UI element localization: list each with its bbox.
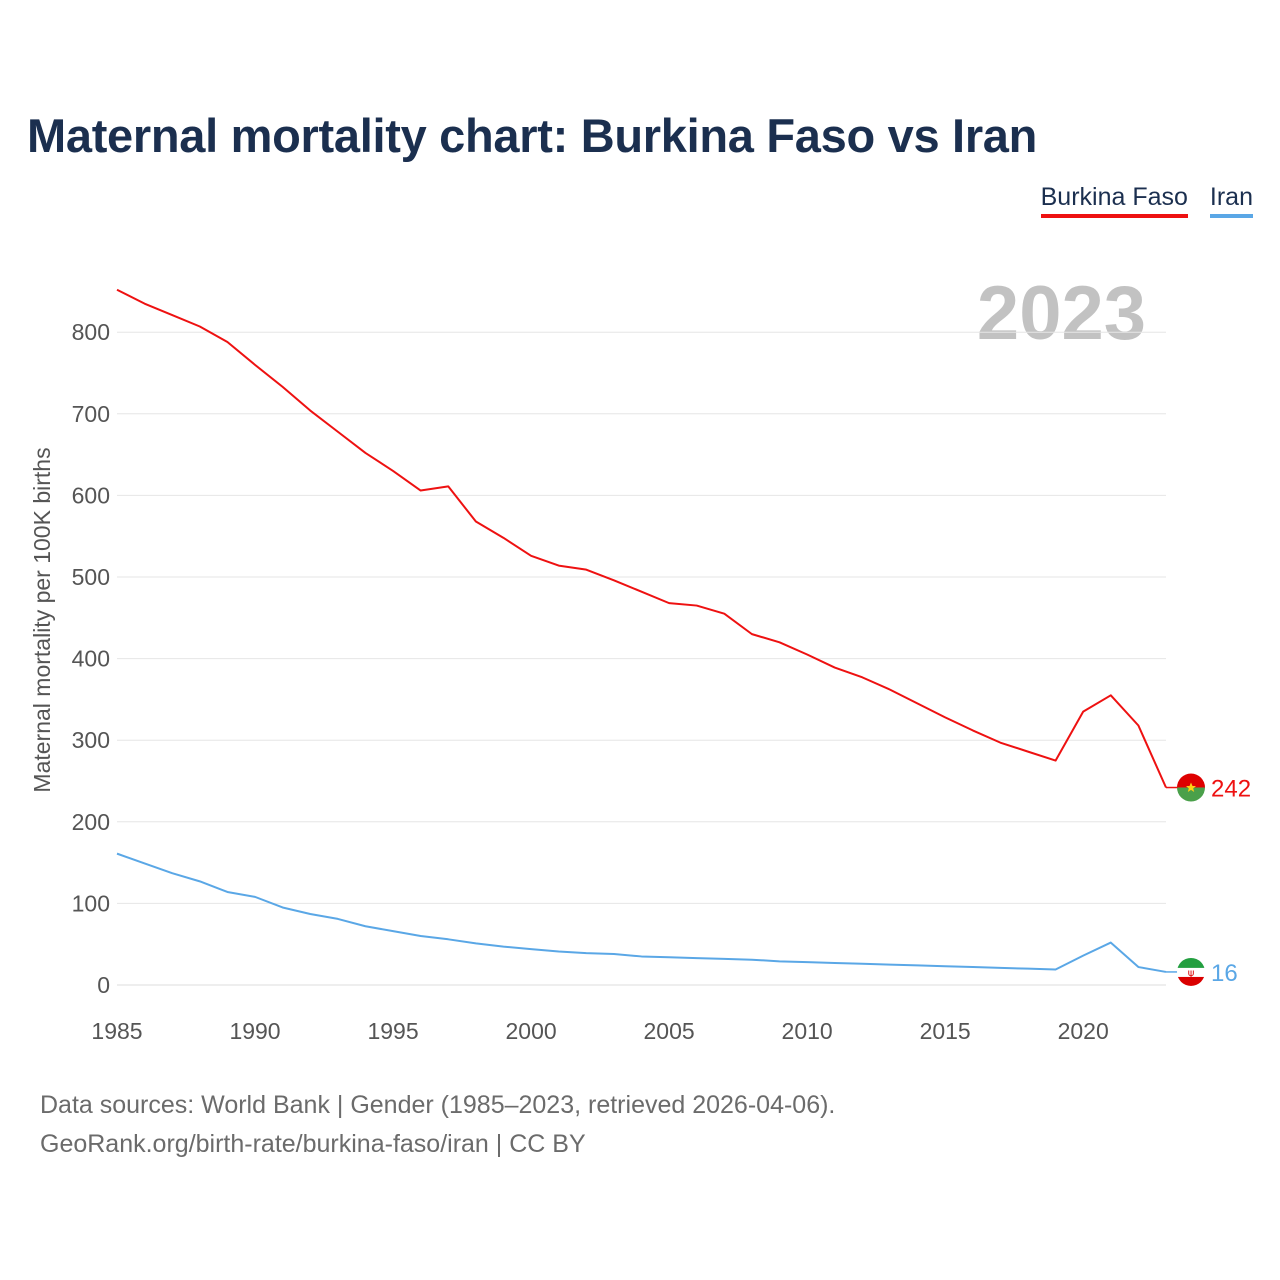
year-watermark: 2023 — [976, 271, 1146, 356]
burkina-faso-end-marker: 242 — [1177, 773, 1251, 803]
burkina-faso-line — [116, 288, 1167, 788]
y-axis-ticks: 0 100 200 300 400 500 600 700 800 — [72, 319, 110, 998]
legend-item-iran[interactable]: Iran — [1209, 183, 1253, 218]
svg-text:ψ: ψ — [1188, 968, 1195, 979]
data-source-text: Data sources: World Bank | Gender (1985–… — [40, 1091, 836, 1119]
line-chart: 0 100 200 300 400 500 600 700 800 1985 1990 1995 20… — [29, 288, 1251, 1044]
x-tick-label: 2005 — [644, 1018, 695, 1044]
legend: Burkina Faso Iran — [1040, 183, 1253, 218]
y-tick-label: 300 — [72, 727, 110, 753]
series-lines — [116, 288, 1178, 973]
source-url-text[interactable]: GeoRank.org/birth-rate/burkina-faso/iran… — [40, 1130, 586, 1158]
x-tick-label: 1990 — [229, 1018, 280, 1044]
iran-flag-icon: ψ — [1177, 957, 1205, 986]
x-tick-label: 2000 — [505, 1018, 556, 1044]
grid-lines — [117, 331, 1166, 986]
x-tick-label: 2010 — [782, 1018, 833, 1044]
iran-line — [116, 852, 1167, 973]
y-tick-label: 500 — [72, 564, 110, 590]
footer: Data sources: World Bank | Gender (1985–… — [40, 1086, 835, 1164]
y-tick-label: 800 — [72, 319, 110, 345]
y-tick-label: 100 — [72, 890, 110, 916]
x-tick-label: 1995 — [367, 1018, 418, 1044]
y-tick-label: 200 — [72, 809, 110, 835]
x-tick-label: 1985 — [91, 1018, 142, 1044]
y-tick-label: 700 — [72, 401, 110, 427]
x-axis-ticks: 1985 1990 1995 2000 2005 2010 2015 2020 — [91, 1018, 1108, 1044]
iran-end-value: 16 — [1211, 960, 1238, 987]
y-tick-label: 600 — [72, 482, 110, 508]
legend-item-burkina-faso[interactable]: Burkina Faso — [1040, 183, 1188, 218]
x-tick-label: 2015 — [920, 1018, 971, 1044]
y-tick-label: 400 — [72, 646, 110, 672]
burkina-faso-end-value: 242 — [1211, 776, 1251, 803]
iran-end-marker: ψ 16 — [1177, 957, 1238, 987]
burkina-faso-flag-icon — [1177, 773, 1205, 802]
y-axis-label: Maternal mortality per 100K births — [29, 447, 55, 792]
chart-title: Maternal mortality chart: Burkina Faso v… — [27, 109, 1038, 162]
y-tick-label: 0 — [97, 972, 110, 998]
x-tick-label: 2020 — [1058, 1018, 1109, 1044]
